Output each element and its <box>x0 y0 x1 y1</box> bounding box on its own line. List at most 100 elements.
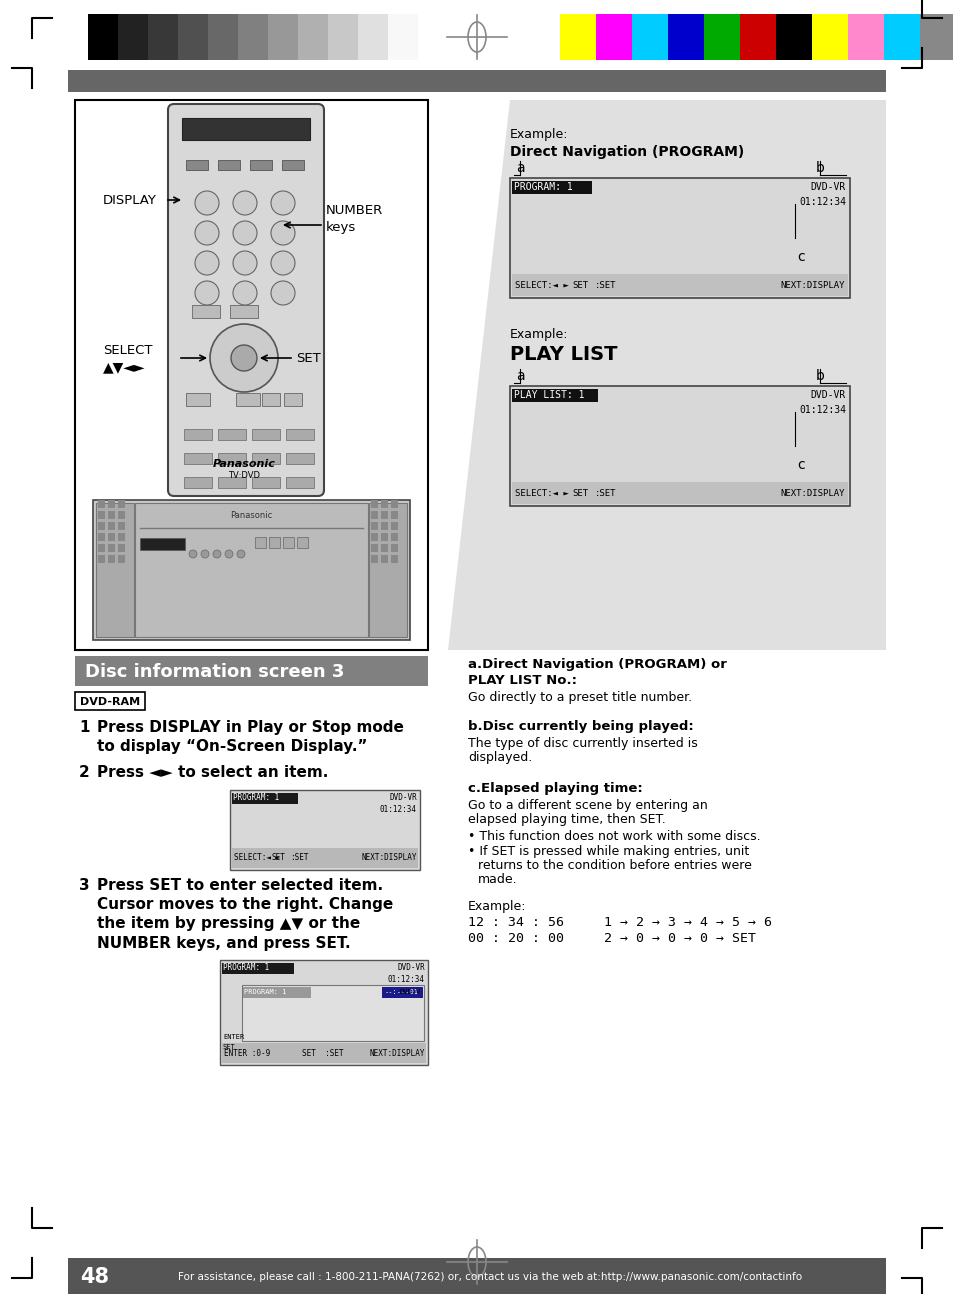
Polygon shape <box>448 100 885 650</box>
Text: Press ◄► to select an item.: Press ◄► to select an item. <box>97 765 328 780</box>
Text: DVD-VR: DVD-VR <box>810 389 845 400</box>
Bar <box>328 14 357 60</box>
Bar <box>68 70 885 92</box>
Bar <box>252 453 280 465</box>
Text: 48: 48 <box>80 1267 109 1288</box>
Text: c.Elapsed playing time:: c.Elapsed playing time: <box>468 782 642 795</box>
Text: Example:: Example: <box>468 901 526 914</box>
Text: 00 : 20 : 00     2 → 0 → 0 → 0 → SET: 00 : 20 : 00 2 → 0 → 0 → 0 → SET <box>468 932 755 945</box>
Bar <box>242 985 423 1040</box>
Text: made.: made. <box>477 873 517 886</box>
Text: PLAY LIST No.:: PLAY LIST No.: <box>468 674 577 687</box>
Text: SET: SET <box>272 854 286 863</box>
Bar <box>371 521 377 531</box>
Bar <box>108 555 115 563</box>
Bar <box>108 521 115 531</box>
Bar <box>252 477 280 488</box>
Bar <box>380 511 388 519</box>
Bar <box>381 987 422 998</box>
Text: SET  :SET: SET :SET <box>302 1048 343 1057</box>
Bar <box>237 14 268 60</box>
Text: displayed.: displayed. <box>468 751 532 763</box>
Text: elapsed playing time, then SET.: elapsed playing time, then SET. <box>468 813 665 826</box>
Text: :SET: :SET <box>595 489 616 498</box>
Text: The type of disc currently inserted is: The type of disc currently inserted is <box>468 738 697 751</box>
Text: 01:12:34: 01:12:34 <box>799 197 845 207</box>
Text: :SET: :SET <box>290 854 308 863</box>
Bar <box>98 499 105 509</box>
Circle shape <box>194 192 219 215</box>
Bar <box>186 393 210 406</box>
Circle shape <box>233 192 256 215</box>
Text: SET: SET <box>572 489 587 498</box>
Bar <box>371 499 377 509</box>
Bar <box>243 987 311 998</box>
Bar <box>235 393 260 406</box>
Bar <box>75 100 428 650</box>
Bar <box>88 14 118 60</box>
Text: 01:12:34: 01:12:34 <box>799 405 845 415</box>
Bar <box>220 960 428 1065</box>
Text: SET: SET <box>223 1044 235 1049</box>
Text: :SET: :SET <box>595 282 616 290</box>
Bar <box>667 14 703 60</box>
Circle shape <box>194 221 219 245</box>
Bar <box>388 14 417 60</box>
Text: • This function does not work with some discs.: • This function does not work with some … <box>468 829 760 842</box>
Bar <box>512 481 847 503</box>
Bar <box>252 430 280 440</box>
Bar <box>847 14 883 60</box>
Text: Go directly to a preset title number.: Go directly to a preset title number. <box>468 691 691 704</box>
Circle shape <box>233 221 256 245</box>
Bar <box>98 521 105 531</box>
Bar <box>371 543 377 553</box>
Bar <box>218 430 246 440</box>
Text: SELECT: SELECT <box>103 344 152 357</box>
Circle shape <box>233 281 256 305</box>
Bar <box>512 181 592 194</box>
Bar <box>357 14 388 60</box>
Bar <box>218 477 246 488</box>
Bar <box>230 791 419 870</box>
Bar <box>883 14 919 60</box>
Text: NEXT:DISPLAY: NEXT:DISPLAY <box>361 854 416 863</box>
Bar <box>232 793 297 804</box>
Text: SELECT:◄ ►: SELECT:◄ ► <box>515 282 568 290</box>
Bar <box>96 503 133 637</box>
Circle shape <box>213 550 221 558</box>
Text: SELECT:◄ ►: SELECT:◄ ► <box>515 489 568 498</box>
Circle shape <box>194 251 219 276</box>
Bar <box>222 963 294 974</box>
Bar <box>268 14 297 60</box>
Bar <box>380 521 388 531</box>
Bar <box>98 511 105 519</box>
Text: Panasonic: Panasonic <box>230 511 272 519</box>
Text: PLAY LIST: 1: PLAY LIST: 1 <box>514 389 584 400</box>
Text: PROGRAM: 1: PROGRAM: 1 <box>244 989 286 995</box>
Text: a: a <box>516 369 524 383</box>
Text: PROGRAM: 1: PROGRAM: 1 <box>514 182 572 192</box>
Circle shape <box>271 192 294 215</box>
Bar <box>286 453 314 465</box>
Bar <box>118 499 125 509</box>
Circle shape <box>189 550 196 558</box>
Text: • If SET is pressed while making entries, unit: • If SET is pressed while making entries… <box>468 845 748 858</box>
Text: NUMBER
keys: NUMBER keys <box>326 204 383 233</box>
Text: DVD-VR: DVD-VR <box>389 793 416 802</box>
Text: DVD-VR: DVD-VR <box>810 182 845 192</box>
Bar <box>178 14 208 60</box>
Bar <box>775 14 811 60</box>
Text: returns to the condition before entries were: returns to the condition before entries … <box>477 859 751 872</box>
Text: SET: SET <box>572 282 587 290</box>
Text: b: b <box>815 369 823 383</box>
Circle shape <box>225 550 233 558</box>
Bar <box>135 503 368 637</box>
Bar <box>98 555 105 563</box>
Bar <box>108 499 115 509</box>
Text: Example:: Example: <box>510 327 568 342</box>
Text: PROGRAM: 1: PROGRAM: 1 <box>223 964 269 973</box>
Bar <box>703 14 740 60</box>
Bar <box>283 537 294 547</box>
Text: ▲▼◄►: ▲▼◄► <box>103 360 146 374</box>
Text: Go to a different scene by entering an: Go to a different scene by entering an <box>468 798 707 813</box>
